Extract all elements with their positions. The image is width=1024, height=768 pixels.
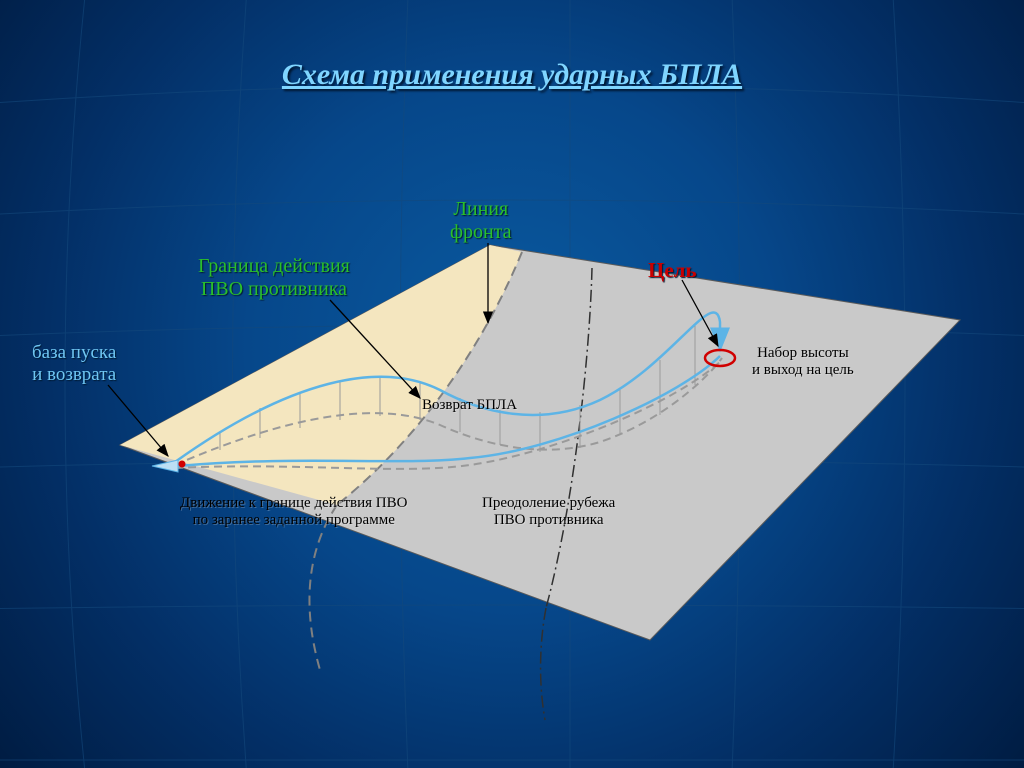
label-pvo-border: Граница действияПВО противника bbox=[198, 255, 350, 301]
diagram-stage bbox=[0, 0, 1024, 768]
label-target: Цель bbox=[648, 258, 697, 282]
label-climb: Набор высотыи выход на цель bbox=[752, 345, 854, 380]
label-overcome-text: Преодоление рубежаПВО противника bbox=[482, 495, 615, 528]
label-base-text: база пускаи возврата bbox=[32, 342, 116, 385]
base-dot bbox=[179, 461, 186, 468]
label-climb-text: Набор высотыи выход на цель bbox=[752, 345, 854, 378]
label-return: Возврат БПЛА bbox=[422, 397, 517, 414]
label-base: база пускаи возврата bbox=[32, 342, 116, 386]
label-target-text: Цель bbox=[648, 258, 697, 282]
label-front-line: Линияфронта bbox=[450, 198, 512, 244]
label-overcome: Преодоление рубежаПВО противника bbox=[482, 495, 615, 530]
front-line-extension bbox=[541, 608, 546, 720]
label-return-text: Возврат БПЛА bbox=[422, 397, 517, 413]
label-pvo-border-text: Граница действияПВО противника bbox=[198, 255, 350, 300]
label-front-line-text: Линияфронта bbox=[450, 198, 512, 243]
label-move-to-pvo: Движение к границе действия ПВОпо заране… bbox=[180, 495, 407, 530]
pvo-border-extension bbox=[309, 505, 337, 670]
label-move-text: Движение к границе действия ПВОпо заране… bbox=[180, 495, 407, 528]
